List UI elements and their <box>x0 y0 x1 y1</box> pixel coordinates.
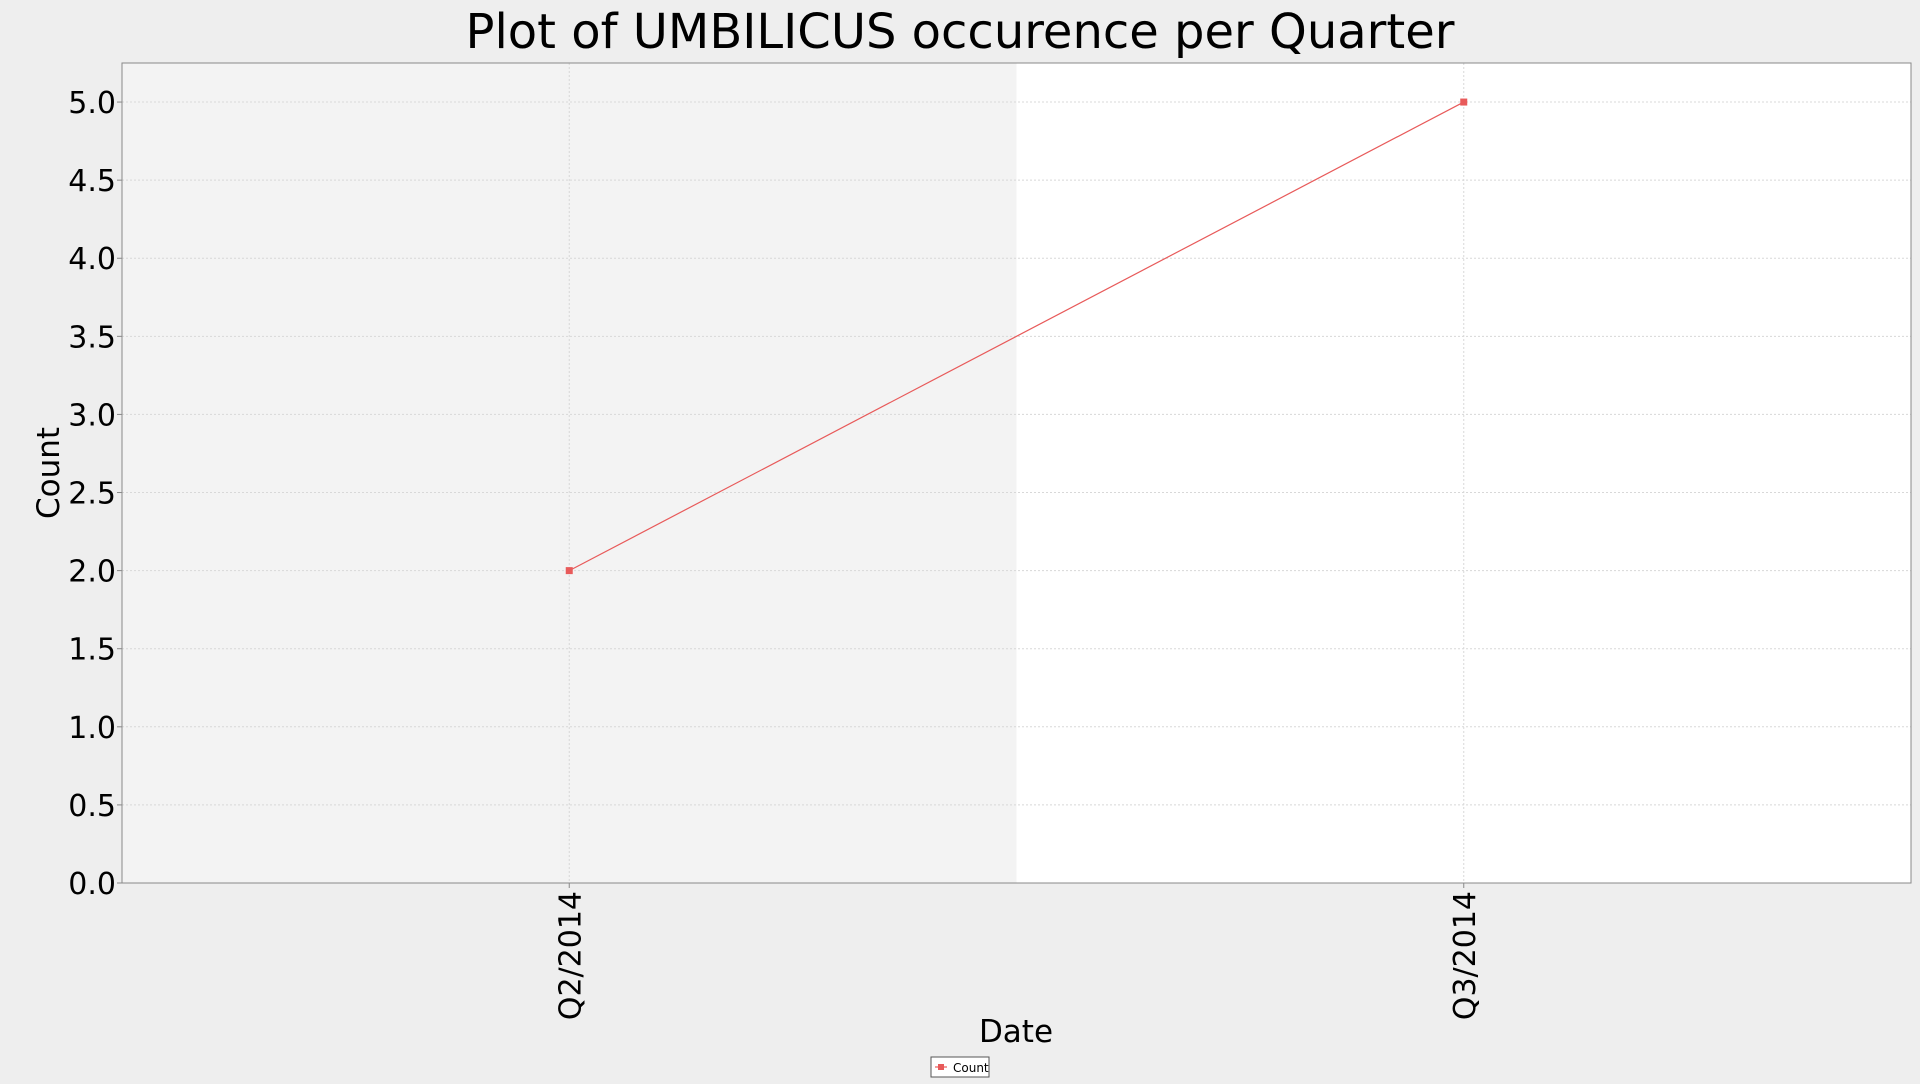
y-tick-labels: 0.0 0.5 1.0 1.5 2.0 2.5 3.0 3.5 4.0 4.5 5.0 <box>68 86 116 902</box>
legend-marker <box>938 1064 944 1070</box>
plot-outline <box>121 62 1912 884</box>
y-tick-label: 3.0 <box>68 398 116 433</box>
y-tick-label: 5.0 <box>68 86 116 121</box>
axes <box>117 62 1912 888</box>
plot-bands <box>122 63 1911 883</box>
y-tick-label: 1.5 <box>68 633 116 668</box>
gridlines <box>122 63 1911 883</box>
x-axis-label: Date <box>979 1014 1053 1050</box>
y-tick-label: 4.5 <box>68 164 116 199</box>
y-tick-label: 0.5 <box>68 789 116 824</box>
y-axis-label: Count <box>31 427 67 519</box>
y-tick-label: 2.0 <box>68 555 116 590</box>
data-point <box>565 567 573 575</box>
y-tick-label: 0.0 <box>68 867 116 902</box>
x-tick-label: Q2/2014 <box>553 891 588 1020</box>
series-layer <box>565 98 1468 575</box>
y-tick-label: 2.5 <box>68 477 116 512</box>
y-tick-label: 3.5 <box>68 320 116 355</box>
x-tick-labels: Q2/2014 Q3/2014 <box>553 891 1483 1020</box>
y-tick-label: 1.0 <box>68 711 116 746</box>
legend-box <box>930 1056 990 1078</box>
data-point <box>1460 98 1468 106</box>
series-line <box>568 101 1465 572</box>
legend-label: Count <box>953 1061 989 1075</box>
legend: Count <box>930 1056 990 1078</box>
chart-title: Plot of UMBILICUS occurence per Quarter <box>466 4 1455 60</box>
x-tick-label: Q3/2014 <box>1448 891 1483 1020</box>
y-tick-label: 4.0 <box>68 242 116 277</box>
